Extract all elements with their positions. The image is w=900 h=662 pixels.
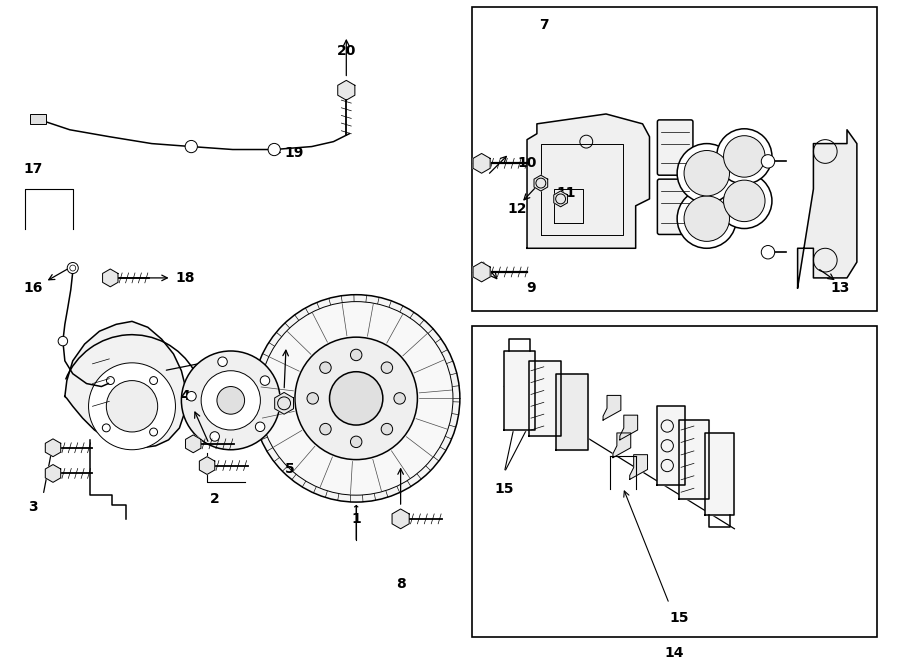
Text: 13: 13 xyxy=(831,281,850,295)
Text: 6: 6 xyxy=(220,354,230,368)
Polygon shape xyxy=(338,80,355,100)
Bar xyxy=(472,7,877,312)
Text: 9: 9 xyxy=(526,281,536,295)
Circle shape xyxy=(329,372,382,425)
Circle shape xyxy=(350,350,362,361)
Polygon shape xyxy=(527,114,650,248)
Text: 19: 19 xyxy=(284,146,303,160)
Polygon shape xyxy=(534,175,548,191)
Text: 5: 5 xyxy=(285,463,295,477)
Text: 16: 16 xyxy=(23,281,43,295)
Bar xyxy=(31,114,46,124)
Circle shape xyxy=(58,336,68,346)
Polygon shape xyxy=(630,455,647,479)
Circle shape xyxy=(307,393,319,404)
Text: 12: 12 xyxy=(508,202,526,216)
Circle shape xyxy=(268,144,280,156)
Text: 15: 15 xyxy=(670,610,688,625)
Text: 11: 11 xyxy=(557,186,576,200)
Text: 20: 20 xyxy=(337,44,356,58)
Circle shape xyxy=(761,155,775,168)
Circle shape xyxy=(68,263,78,273)
Text: 18: 18 xyxy=(176,271,195,285)
Circle shape xyxy=(684,196,730,242)
Text: 2: 2 xyxy=(210,492,220,506)
Polygon shape xyxy=(185,435,201,453)
Circle shape xyxy=(350,436,362,448)
Polygon shape xyxy=(473,262,491,282)
Circle shape xyxy=(217,387,245,414)
Polygon shape xyxy=(680,420,708,499)
Text: 1: 1 xyxy=(351,512,361,526)
Text: 14: 14 xyxy=(664,646,684,660)
Circle shape xyxy=(677,144,736,203)
Polygon shape xyxy=(705,433,734,515)
Circle shape xyxy=(724,136,765,177)
Circle shape xyxy=(761,246,775,259)
Polygon shape xyxy=(392,509,410,529)
Polygon shape xyxy=(529,361,561,436)
Polygon shape xyxy=(65,321,186,448)
Text: 3: 3 xyxy=(29,500,38,514)
Circle shape xyxy=(382,362,392,373)
Circle shape xyxy=(724,180,765,222)
Polygon shape xyxy=(504,351,535,430)
Circle shape xyxy=(382,424,392,435)
FancyBboxPatch shape xyxy=(657,120,693,175)
Circle shape xyxy=(201,371,260,430)
Circle shape xyxy=(394,393,405,404)
Circle shape xyxy=(295,337,418,459)
Bar xyxy=(472,326,877,638)
Polygon shape xyxy=(613,433,631,457)
Circle shape xyxy=(256,422,265,432)
Circle shape xyxy=(210,432,220,441)
Polygon shape xyxy=(45,465,60,483)
Polygon shape xyxy=(797,130,857,288)
Text: 15: 15 xyxy=(495,482,514,496)
Circle shape xyxy=(320,362,331,373)
Polygon shape xyxy=(657,406,685,485)
Circle shape xyxy=(185,140,197,153)
Circle shape xyxy=(677,189,736,248)
Text: 7: 7 xyxy=(539,18,549,32)
Circle shape xyxy=(684,150,730,196)
Circle shape xyxy=(218,357,228,367)
Polygon shape xyxy=(554,191,567,207)
Circle shape xyxy=(186,391,196,401)
FancyBboxPatch shape xyxy=(657,179,693,234)
Circle shape xyxy=(716,129,772,184)
Polygon shape xyxy=(45,439,60,457)
Circle shape xyxy=(260,376,270,385)
Circle shape xyxy=(182,351,280,449)
Circle shape xyxy=(259,302,453,495)
Polygon shape xyxy=(555,373,589,449)
Polygon shape xyxy=(200,457,215,475)
Polygon shape xyxy=(473,154,491,173)
Text: 4: 4 xyxy=(181,389,190,403)
Polygon shape xyxy=(620,415,637,440)
Circle shape xyxy=(106,381,158,432)
Polygon shape xyxy=(603,395,621,420)
Circle shape xyxy=(253,295,460,502)
Text: 8: 8 xyxy=(396,577,406,591)
Polygon shape xyxy=(103,269,118,287)
Circle shape xyxy=(716,173,772,228)
Circle shape xyxy=(320,424,331,435)
Polygon shape xyxy=(274,393,293,414)
Text: 17: 17 xyxy=(23,162,43,176)
Circle shape xyxy=(88,363,176,449)
Text: 10: 10 xyxy=(518,156,536,170)
